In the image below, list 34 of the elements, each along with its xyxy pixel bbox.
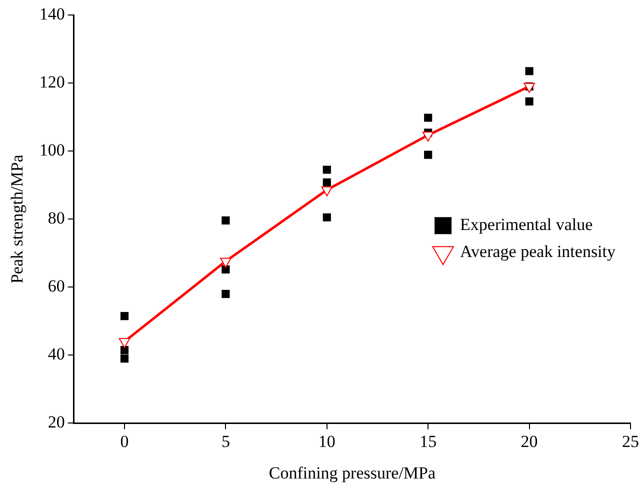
point (321, 186, 333, 196)
y-tick-label: 20 (48, 412, 65, 432)
point (525, 67, 534, 76)
x-tick-label: 25 (622, 432, 639, 451)
x-tick-label: 10 (318, 432, 336, 451)
y-tick-label: 100 (39, 140, 65, 160)
y-tick-label: 140 (39, 4, 65, 24)
y-tick-label: 60 (48, 276, 65, 296)
x-tick-label: 0 (120, 432, 129, 451)
point (525, 97, 534, 106)
x-tick-label: 20 (520, 432, 538, 451)
point (220, 258, 232, 268)
x-tick-label: 15 (420, 432, 437, 451)
point (322, 166, 331, 174)
point (424, 150, 432, 159)
y-tick-label: 120 (39, 72, 65, 92)
point (422, 132, 434, 142)
point (322, 178, 331, 186)
point (222, 265, 230, 274)
legend-label: Experimental value (460, 215, 593, 234)
x-tick-label: 5 (221, 432, 230, 451)
point (222, 216, 230, 224)
point (120, 346, 129, 354)
point (120, 312, 129, 320)
point (524, 82, 535, 93)
legend-label: Average peak intensity (460, 242, 616, 262)
y-axis-title: Peak strength/MPa (8, 154, 27, 284)
y-tick-label: 40 (48, 344, 65, 364)
y-tick-label: 80 (48, 208, 65, 228)
x-axis-title: Confining pressure/MPa (268, 463, 436, 482)
point (222, 290, 230, 298)
point (322, 213, 331, 222)
point (120, 354, 129, 363)
point (424, 114, 432, 122)
